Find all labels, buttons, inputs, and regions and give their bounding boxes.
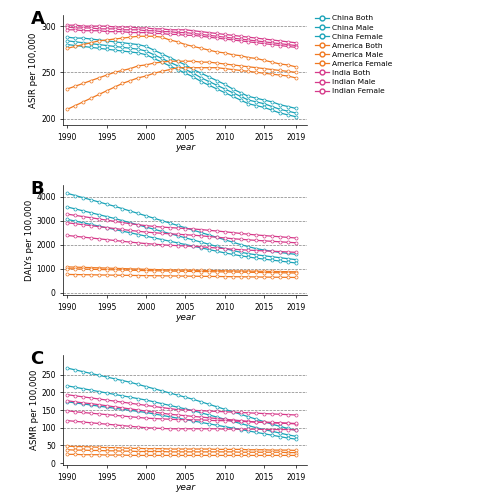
X-axis label: year: year <box>175 313 196 322</box>
X-axis label: year: year <box>175 143 196 152</box>
Y-axis label: DALYs per 100,000: DALYs per 100,000 <box>24 200 34 280</box>
Text: A: A <box>30 10 44 28</box>
Text: B: B <box>30 180 44 198</box>
Y-axis label: ASIR per 100,000: ASIR per 100,000 <box>29 32 39 108</box>
Y-axis label: ASMR per 100,000: ASMR per 100,000 <box>29 370 39 450</box>
Legend: China Both, China Male, China Female, America Both, America Male, America Female: China Both, China Male, China Female, Am… <box>314 14 393 96</box>
X-axis label: year: year <box>175 483 196 492</box>
Text: C: C <box>30 350 44 368</box>
